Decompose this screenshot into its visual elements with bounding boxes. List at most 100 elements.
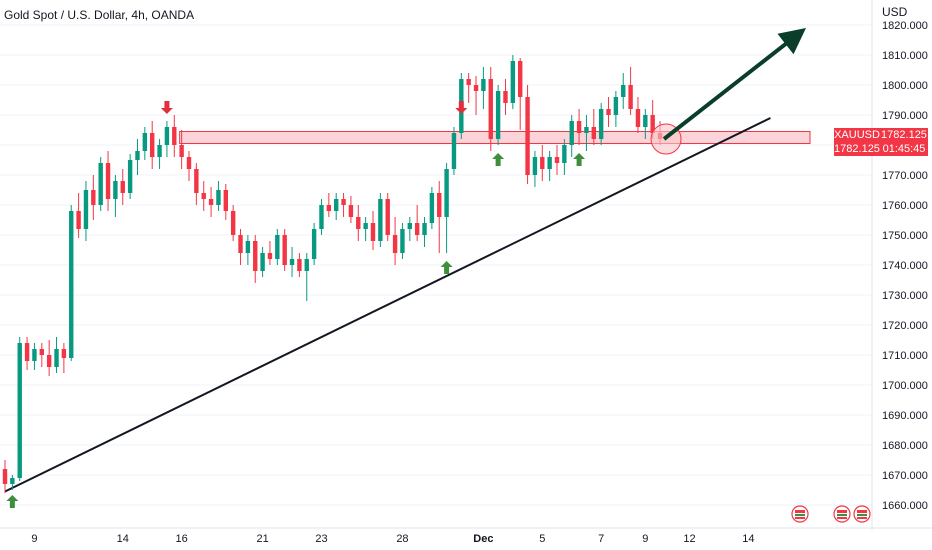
candle-body	[260, 253, 265, 271]
candle	[576, 109, 582, 145]
candle	[392, 217, 398, 265]
candle	[554, 145, 560, 175]
candle	[238, 229, 243, 265]
candle-body	[481, 79, 486, 91]
candle	[385, 193, 390, 241]
price-tick-label: 1730.000	[882, 290, 928, 302]
candle-body	[289, 259, 295, 265]
time-tick-label: 21	[256, 533, 268, 545]
last-price-value: 1782.125	[881, 129, 927, 141]
event-icon-mid-stripe	[795, 514, 805, 516]
support-up-arrow	[573, 153, 586, 166]
candle-body	[267, 253, 273, 259]
candle-body	[238, 235, 243, 253]
candle-body	[407, 223, 412, 229]
candle	[69, 205, 74, 361]
candle-body	[76, 211, 81, 229]
candle-body	[39, 349, 44, 355]
candle	[98, 157, 103, 211]
time-tick-label: 5	[539, 533, 545, 545]
support-trendline	[4, 117, 771, 493]
candle	[186, 151, 192, 181]
candle-body	[348, 205, 354, 217]
candle-body	[91, 190, 96, 205]
price-tick-label: 1710.000	[882, 350, 928, 362]
candle-body	[282, 235, 287, 265]
candle-body	[540, 157, 545, 169]
candle-body	[164, 127, 170, 145]
candle-body	[370, 223, 376, 241]
support-up-arrow	[6, 495, 19, 508]
price-tick-label: 1680.000	[882, 440, 928, 452]
price-axis[interactable]: 1820.0001810.0001800.0001790.0001780.000…	[871, 0, 928, 530]
price-tick-label: 1820.000	[882, 20, 928, 32]
event-icon-top-stripe	[857, 510, 867, 513]
candle-body	[510, 61, 516, 103]
candle	[481, 67, 486, 109]
candle-body	[562, 145, 567, 163]
price-tick-label: 1790.000	[882, 110, 928, 122]
candle-body	[378, 199, 383, 241]
candles-layer	[2, 55, 663, 493]
candle-body	[547, 157, 552, 169]
trendline-layer	[4, 117, 771, 493]
candle	[76, 193, 81, 238]
candle	[451, 127, 457, 175]
time-tick-label: 7	[598, 533, 604, 545]
candle-body	[113, 181, 118, 199]
price-tick-label: 1740.000	[882, 260, 928, 272]
countdown-tag: 01:45:45	[880, 142, 928, 156]
candle	[606, 97, 611, 127]
candle-body	[525, 97, 530, 175]
candle	[61, 343, 67, 373]
economic-event-icon	[833, 505, 851, 523]
candle	[525, 85, 530, 184]
candle-body	[473, 85, 479, 91]
candle-body	[643, 115, 648, 127]
candle	[422, 217, 427, 247]
candle-body	[451, 133, 457, 169]
candle	[201, 181, 206, 211]
candle-body	[275, 235, 280, 259]
candle-body	[201, 193, 206, 199]
candle	[363, 217, 368, 241]
candle-body	[208, 199, 214, 205]
candle-body	[503, 91, 508, 103]
candle-body	[613, 97, 619, 115]
candle-body	[341, 199, 346, 205]
candle	[208, 187, 214, 217]
candle	[157, 139, 162, 169]
candle	[91, 175, 96, 220]
price-tick-label: 1660.000	[882, 500, 928, 512]
candle-body	[311, 229, 317, 259]
chart-title: Gold Spot / U.S. Dollar, 4h, OANDA	[4, 8, 195, 22]
time-tick-label: Dec	[473, 533, 493, 545]
economic-event-icon	[791, 505, 809, 523]
candle	[194, 163, 199, 205]
candle	[334, 193, 339, 220]
arrows-layer	[6, 28, 806, 508]
candle	[466, 73, 471, 103]
candle-body	[32, 349, 37, 361]
candle	[253, 235, 258, 283]
candle	[635, 97, 641, 133]
time-axis[interactable]: 9 14 16 21 23 28 Dec 5 7 9 12 14	[0, 527, 932, 545]
candle-body	[54, 349, 59, 367]
price-tick-label: 1700.000	[882, 380, 928, 392]
candle	[319, 199, 324, 235]
candle	[378, 193, 383, 247]
candle-body	[532, 157, 538, 175]
candle-body	[422, 223, 427, 235]
candle	[495, 85, 501, 145]
candle	[598, 103, 604, 145]
candle	[230, 205, 236, 241]
candle-body	[216, 190, 221, 205]
economic-event-icon	[853, 505, 871, 523]
event-icon-top-stripe	[795, 510, 805, 513]
event-icon-bottom-stripe	[837, 517, 847, 519]
candle-body	[157, 145, 162, 157]
price-tick-label: 1720.000	[882, 320, 928, 332]
candle	[444, 163, 449, 253]
price-tick-label: 1750.000	[882, 230, 928, 242]
